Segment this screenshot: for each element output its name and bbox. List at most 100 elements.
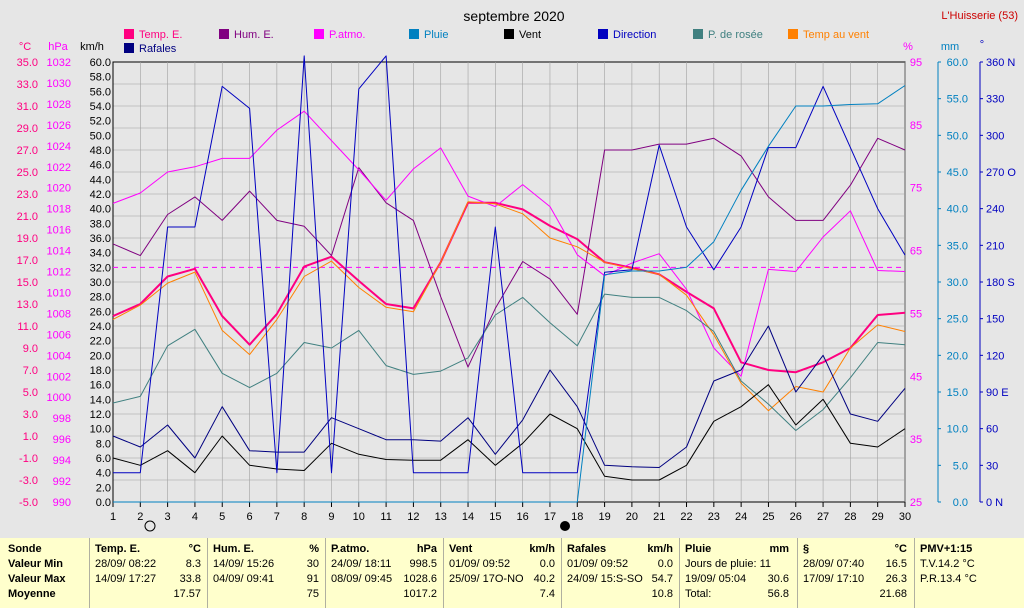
stats-panel: Sonde Valeur Min Valeur Max Moyenne Temp…: [0, 538, 1024, 608]
x-tick-label: 8: [301, 511, 307, 523]
temp-axis-tick-label: 9.0: [23, 343, 38, 355]
stats-rain-max-date: 19/09/ 05:04: [685, 573, 747, 585]
stats-max-date: 24/09/ 15:S-SO: [567, 573, 643, 585]
legend-swatch: [314, 29, 324, 39]
x-tick-label: 25: [762, 511, 774, 523]
stats-max-date: 14/09/ 17:27: [95, 573, 157, 585]
temp-axis-tick-label: 19.0: [17, 233, 38, 245]
x-tick-label: 13: [435, 511, 447, 523]
temp-axis-tick-label: 5.0: [23, 387, 38, 399]
stats-max-value: 40.2: [533, 573, 555, 585]
direction-axis-tick-label: 30: [986, 460, 998, 472]
wind-axis-tick-label: 54.0: [90, 101, 111, 113]
rain-axis-tick-label: 0.0: [953, 497, 968, 509]
direction-axis-tick-label: 360 N: [986, 57, 1015, 69]
pressure-axis-tick-label: 1002: [47, 371, 71, 383]
pressure-unit: hPa: [48, 41, 68, 53]
stats-max-date: 08/09/ 09:45: [331, 573, 393, 585]
stats-rain-name: Pluie: [685, 543, 712, 555]
x-tick-label: 12: [407, 511, 419, 523]
moon-new-icon: [144, 520, 156, 532]
stats-separator: [914, 538, 915, 608]
wind-axis-tick-label: 2.0: [96, 482, 111, 494]
stats-label-min: Valeur Min: [8, 558, 64, 570]
wind-axis-tick-label: 42.0: [90, 189, 111, 201]
stats-title: Sonde: [8, 543, 42, 555]
direction-axis-tick-label: 60: [986, 424, 998, 436]
x-tick-label: 17: [544, 511, 556, 523]
wind-axis-tick-label: 48.0: [90, 145, 111, 157]
series-line-vent: [112, 384, 906, 481]
stats-min-date: 24/09/ 18:11: [331, 558, 392, 570]
wind-axis-tick-label: 50.0: [90, 130, 111, 142]
stats-label-avg: Moyenne: [8, 588, 56, 600]
wind-axis-tick-label: 32.0: [90, 262, 111, 274]
stats-separator: [443, 538, 444, 608]
pressure-axis-tick-label: 1020: [47, 183, 71, 195]
stats-avg-value: 75: [306, 588, 319, 600]
legend: Temp. E. Hum. E. P.atmo. Pluie Vent Direction…: [124, 29, 869, 55]
temp-axis-tick-label: 21.0: [17, 211, 38, 223]
legend-swatch: [788, 29, 798, 39]
x-tick-label: 24: [735, 511, 747, 523]
direction-axis-tick-label: 120: [986, 350, 1004, 362]
series-line-rafales: [112, 325, 906, 468]
stats-dewpoint-min-value: 16.5: [885, 558, 907, 570]
rain-axis-tick-label: 45.0: [947, 167, 968, 179]
legend-swatch: [598, 29, 608, 39]
legend-label: Hum. E.: [234, 29, 274, 41]
stats-dewpoint-max-value: 26.3: [885, 573, 907, 585]
stats-group-name: Temp. E.: [95, 543, 141, 555]
stats-avg-value: 1017.2: [403, 588, 437, 600]
rain-axis-tick-label: 5.0: [953, 460, 968, 472]
stats-min-date: 01/09/ 09:52: [567, 558, 629, 570]
pressure-axis-tick-label: 1014: [47, 246, 71, 258]
x-tick-label: 16: [517, 511, 529, 523]
x-tick-label: 2: [137, 511, 143, 523]
x-tick-label: 22: [680, 511, 692, 523]
legend-swatch: [409, 29, 419, 39]
humidity-unit: %: [903, 41, 913, 53]
wind-axis-tick-label: 4.0: [96, 468, 111, 480]
stats-dewpoint-unit: °C: [894, 543, 907, 555]
rain-axis-tick-label: 30.0: [947, 277, 968, 289]
legend-label: Temp. E.: [139, 29, 182, 41]
rain-axis-tick-label: 35.0: [947, 240, 968, 252]
pressure-axis-tick-label: 1024: [47, 141, 71, 153]
stats-min-date: 01/09/ 09:52: [449, 558, 511, 570]
wind-unit: km/h: [80, 41, 104, 53]
stats-pmv-line1: T.V.14.2 °C: [920, 558, 975, 570]
series-line-temp-e: [112, 201, 906, 374]
wind-axis-tick-label: 0.0: [96, 497, 111, 509]
pressure-axis-tick-label: 1032: [47, 57, 71, 69]
stats-min-value: 8.3: [185, 558, 201, 570]
x-tick-label: 23: [708, 511, 720, 523]
direction-unit: °: [980, 39, 984, 51]
temp-axis-tick-label: 27.0: [17, 145, 38, 157]
wind-axis-tick-label: 12.0: [90, 409, 111, 421]
stats-avg-value: 10.8: [651, 588, 673, 600]
humidity-axis-tick-label: 75: [910, 183, 922, 195]
rain-axis-tick-label: 15.0: [947, 387, 968, 399]
wind-axis-tick-label: 22.0: [90, 336, 111, 348]
wind-axis-tick-label: 26.0: [90, 306, 111, 318]
x-tick-label: 1: [110, 511, 116, 523]
stats-min-value: 998.5: [409, 558, 437, 570]
pressure-axis-tick-label: 1030: [47, 78, 71, 90]
humidity-axis-tick-label: 65: [910, 246, 922, 258]
temp-axis-tick-label: -1.0: [19, 453, 38, 465]
legend-swatch: [124, 43, 134, 53]
x-tick-label: 18: [571, 511, 583, 523]
x-tick-label: 19: [598, 511, 610, 523]
pressure-axis-tick-label: 1006: [47, 329, 71, 341]
direction-axis-tick-label: 210: [986, 240, 1004, 252]
temp-axis-tick-label: 15.0: [17, 277, 38, 289]
stats-group-name: Vent: [449, 543, 473, 555]
wind-axis-tick-label: 52.0: [90, 116, 111, 128]
rain-axis-tick-label: 40.0: [947, 204, 968, 216]
humidity-axis-tick-label: 55: [910, 308, 922, 320]
stats-group-unit: km/h: [529, 543, 555, 555]
stats-pmv-line2: P.R.13.4 °C: [920, 573, 977, 585]
humidity-axis-tick-label: 95: [910, 57, 922, 69]
series-line-temp-au-vent: [112, 201, 906, 412]
